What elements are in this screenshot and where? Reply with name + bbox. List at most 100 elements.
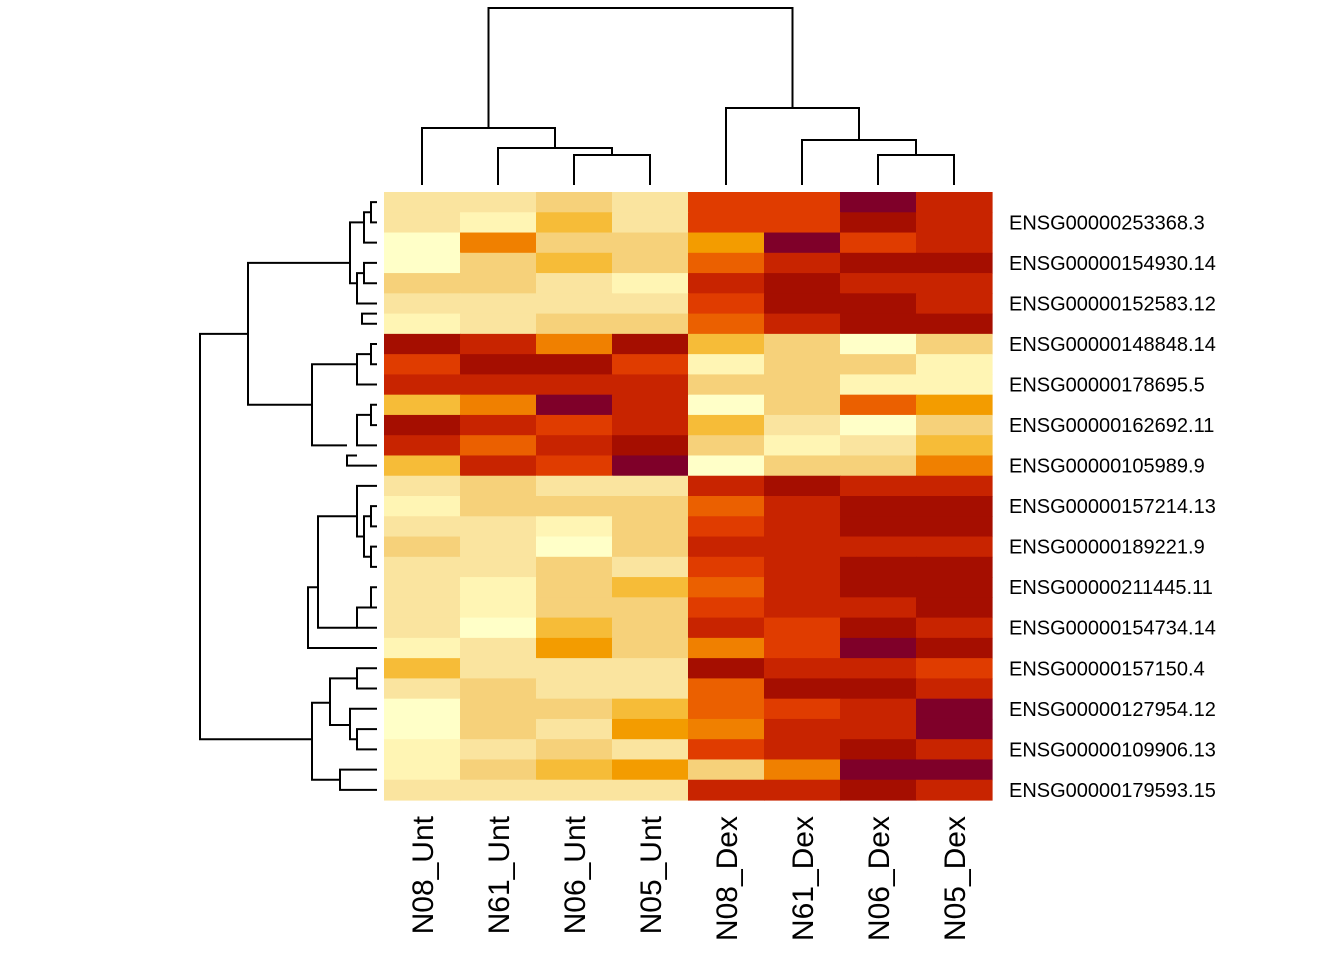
heatmap-cell bbox=[536, 414, 613, 436]
heatmap-cell bbox=[384, 374, 461, 396]
heatmap-cell bbox=[612, 577, 689, 598]
heatmap-cell bbox=[536, 698, 613, 720]
heatmap-cell bbox=[384, 273, 461, 294]
heatmap-cell bbox=[916, 252, 993, 274]
heatmap-cell bbox=[688, 252, 765, 274]
heatmap-cell bbox=[384, 435, 461, 457]
heatmap-cell bbox=[688, 739, 765, 761]
heatmap-cell bbox=[764, 678, 841, 700]
heatmap-cell bbox=[384, 333, 461, 355]
heatmap-cell bbox=[460, 414, 537, 436]
heatmap-cell bbox=[536, 536, 613, 558]
heatmap-cell bbox=[688, 212, 765, 234]
dendrogram-branch bbox=[801, 139, 917, 185]
heatmap-cell bbox=[612, 232, 689, 254]
heatmap-cell bbox=[840, 678, 917, 700]
heatmap-cell bbox=[840, 617, 917, 639]
heatmap-cell bbox=[384, 597, 461, 619]
heatmap-cell bbox=[764, 617, 841, 639]
heatmap-cell bbox=[384, 739, 461, 761]
heatmap-cell bbox=[688, 516, 765, 538]
heatmap-cell bbox=[916, 475, 993, 497]
heatmap-cell bbox=[384, 718, 461, 740]
heatmap-cell bbox=[384, 577, 461, 598]
heatmap-cell bbox=[840, 313, 917, 335]
heatmap-cell bbox=[916, 718, 993, 740]
heatmap-cell bbox=[916, 698, 993, 720]
heatmap-cell bbox=[764, 252, 841, 274]
heatmap-cell bbox=[612, 536, 689, 558]
heatmap-cell bbox=[384, 313, 461, 335]
heatmap-cell bbox=[840, 273, 917, 294]
heatmap-cell bbox=[536, 293, 613, 315]
heatmap-cell bbox=[840, 718, 917, 740]
heatmap-cell bbox=[536, 739, 613, 761]
heatmap-cell bbox=[688, 678, 765, 700]
dendrogram-branch bbox=[497, 147, 613, 185]
heatmap-cell bbox=[536, 759, 613, 781]
heatmap-cell bbox=[612, 374, 689, 396]
heatmap-cell bbox=[384, 354, 461, 375]
heatmap-cell bbox=[688, 313, 765, 335]
heatmap-cell bbox=[536, 394, 613, 416]
heatmap-cell bbox=[688, 475, 765, 497]
heatmap-cell bbox=[916, 232, 993, 254]
heatmap-cell bbox=[688, 374, 765, 396]
heatmap-cell bbox=[612, 212, 689, 234]
heatmap-cell bbox=[764, 475, 841, 497]
heatmap-cell bbox=[764, 597, 841, 619]
column-label: N08_Dex bbox=[711, 816, 744, 941]
heatmap-cell bbox=[384, 232, 461, 254]
dendrogram-branch bbox=[356, 353, 377, 386]
row-label: ENSG00000189221.9 bbox=[1009, 537, 1205, 559]
heatmap-cell bbox=[764, 293, 841, 315]
heatmap-cell bbox=[612, 739, 689, 761]
heatmap-cell bbox=[764, 718, 841, 740]
column-label: N08_Unt bbox=[407, 815, 440, 934]
heatmap-cell bbox=[688, 658, 765, 679]
dendrogram-branch bbox=[363, 261, 377, 285]
heatmap-cell bbox=[840, 354, 917, 375]
heatmap-cell bbox=[688, 394, 765, 416]
heatmap-cell bbox=[384, 475, 461, 497]
heatmap-cell bbox=[688, 779, 765, 801]
heatmap-cell bbox=[916, 577, 993, 598]
heatmap-cell bbox=[536, 354, 613, 375]
heatmap-cell bbox=[536, 516, 613, 538]
heatmap-cell bbox=[384, 455, 461, 477]
heatmap-cell bbox=[916, 374, 993, 396]
dendrogram-branch bbox=[487, 7, 794, 128]
heatmap-cell bbox=[384, 617, 461, 639]
heatmap-cell bbox=[460, 435, 537, 457]
row-label: ENSG00000179593.15 bbox=[1009, 780, 1216, 802]
heatmap-cell bbox=[916, 394, 993, 416]
heatmap-cell bbox=[840, 212, 917, 234]
heatmap-cell bbox=[840, 455, 917, 477]
dendrogram-branch bbox=[356, 606, 377, 629]
row-label: ENSG00000211445.11 bbox=[1009, 577, 1213, 599]
heatmap-cell bbox=[688, 496, 765, 517]
dendrogram-branch bbox=[370, 505, 377, 528]
row-dendrogram bbox=[199, 201, 377, 791]
heatmap-cell bbox=[688, 597, 765, 619]
heatmap-cell bbox=[612, 273, 689, 294]
column-labels: N08_Unt N61_Unt N06_Unt N05_Unt N08_Dex N61_D… bbox=[407, 815, 972, 941]
dendrogram-branch bbox=[349, 221, 364, 285]
heatmap-cell bbox=[460, 516, 537, 538]
heatmap-cell bbox=[688, 192, 765, 213]
heatmap-cell bbox=[916, 354, 993, 375]
column-label: N61_Dex bbox=[787, 816, 820, 941]
heatmap-cell bbox=[460, 333, 537, 355]
heatmap-cell bbox=[384, 678, 461, 700]
heatmap-cell bbox=[916, 556, 993, 578]
heatmap-cell bbox=[840, 779, 917, 801]
dendrogram-branch bbox=[329, 677, 357, 727]
heatmap-cell bbox=[764, 577, 841, 598]
dendrogram-branch bbox=[370, 201, 377, 224]
row-label: ENSG00000127954.12 bbox=[1009, 699, 1216, 721]
heatmap-cell bbox=[840, 394, 917, 416]
heatmap-cell bbox=[384, 637, 461, 659]
heatmap-cell bbox=[612, 435, 689, 457]
heatmap-cell bbox=[460, 759, 537, 781]
heatmap-cell bbox=[536, 779, 613, 801]
